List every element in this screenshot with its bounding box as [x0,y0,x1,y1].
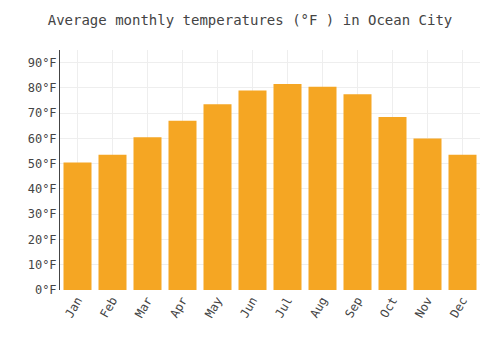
svg-text:Dec: Dec [447,295,470,321]
svg-text:70°F: 70°F [28,106,57,120]
svg-text:Jun: Jun [237,295,260,321]
svg-text:20°F: 20°F [28,233,57,247]
svg-text:50°F: 50°F [28,157,57,171]
svg-text:90°F: 90°F [28,56,57,70]
svg-text:40°F: 40°F [28,182,57,196]
svg-text:Apr: Apr [167,295,190,321]
svg-text:Average monthly temperatures (: Average monthly temperatures (°F ) in Oc… [48,12,453,28]
svg-text:Aug: Aug [307,295,330,321]
svg-text:10°F: 10°F [28,258,57,272]
svg-text:May: May [202,295,225,321]
svg-text:0°F: 0°F [35,283,57,297]
svg-text:Oct: Oct [377,295,400,321]
svg-text:Jan: Jan [62,295,85,321]
svg-text:Jul: Jul [272,295,295,321]
svg-text:Mar: Mar [132,295,155,321]
svg-text:80°F: 80°F [28,81,57,95]
svg-text:60°F: 60°F [28,132,57,146]
svg-text:Sep: Sep [342,295,365,321]
svg-text:Feb: Feb [97,295,120,321]
svg-text:30°F: 30°F [28,207,57,221]
svg-text:Nov: Nov [412,295,435,321]
